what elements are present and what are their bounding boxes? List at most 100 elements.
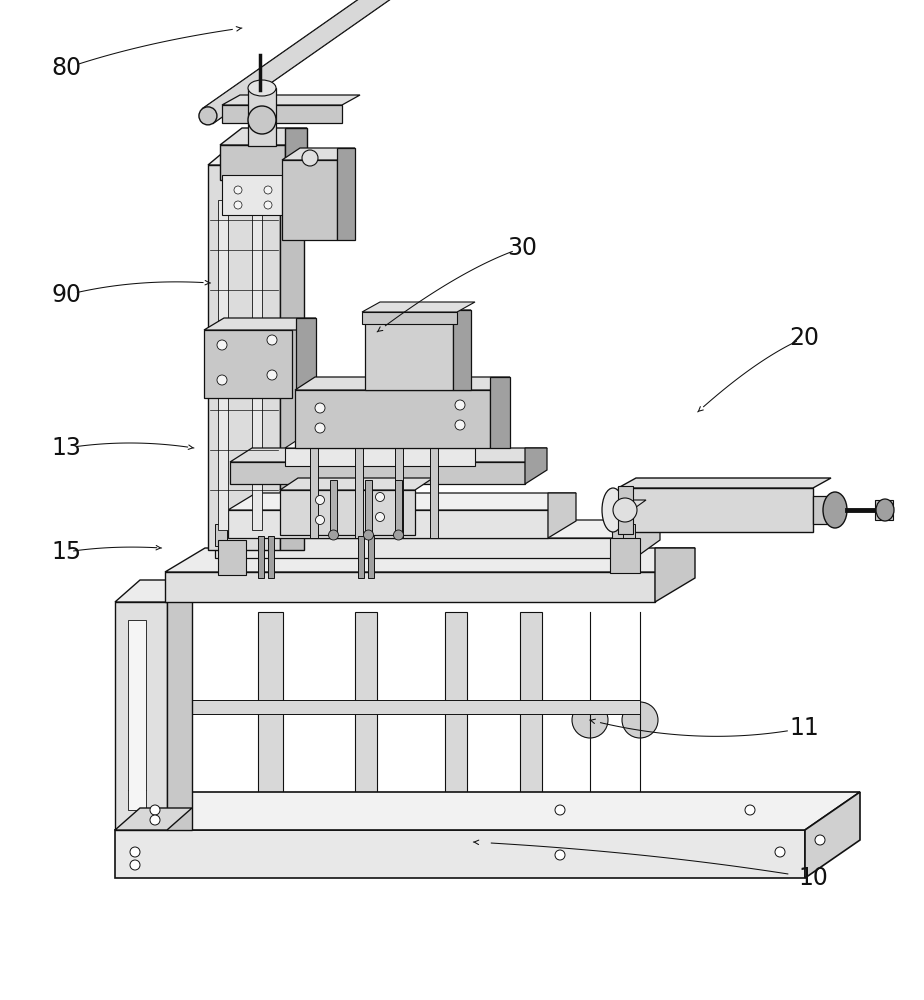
Polygon shape xyxy=(548,493,576,538)
Polygon shape xyxy=(280,478,433,490)
Bar xyxy=(252,200,262,530)
Polygon shape xyxy=(337,148,355,240)
Circle shape xyxy=(375,512,384,522)
Polygon shape xyxy=(208,145,304,165)
Bar xyxy=(248,88,276,146)
Circle shape xyxy=(394,530,404,540)
Circle shape xyxy=(315,516,324,524)
Polygon shape xyxy=(115,808,192,830)
Bar xyxy=(310,448,318,538)
Bar xyxy=(365,322,453,390)
Bar xyxy=(204,330,292,398)
Polygon shape xyxy=(167,580,192,830)
Circle shape xyxy=(150,815,160,825)
Bar xyxy=(520,612,542,830)
Bar xyxy=(228,510,548,538)
Polygon shape xyxy=(295,377,510,390)
Bar xyxy=(430,448,438,538)
Polygon shape xyxy=(618,478,831,488)
Polygon shape xyxy=(296,318,316,398)
Bar xyxy=(813,496,838,524)
Bar xyxy=(115,602,167,830)
Circle shape xyxy=(234,186,242,194)
Circle shape xyxy=(217,375,227,385)
Ellipse shape xyxy=(876,499,894,521)
Polygon shape xyxy=(115,792,860,830)
Circle shape xyxy=(622,702,658,738)
Circle shape xyxy=(775,847,785,857)
Circle shape xyxy=(572,702,608,738)
Circle shape xyxy=(217,340,227,350)
Bar xyxy=(330,480,337,535)
Bar xyxy=(618,486,633,534)
Polygon shape xyxy=(204,318,316,330)
Polygon shape xyxy=(285,128,307,180)
Bar xyxy=(282,160,337,240)
Bar xyxy=(218,200,228,530)
Circle shape xyxy=(455,420,465,430)
Text: 10: 10 xyxy=(798,866,828,890)
Polygon shape xyxy=(282,148,355,160)
Polygon shape xyxy=(635,520,660,558)
Bar xyxy=(355,612,377,830)
Circle shape xyxy=(329,530,338,540)
Circle shape xyxy=(455,400,465,410)
Bar xyxy=(875,500,893,520)
Polygon shape xyxy=(805,792,860,878)
Bar xyxy=(610,538,640,573)
Text: 13: 13 xyxy=(52,436,81,460)
Bar xyxy=(258,536,264,578)
Bar xyxy=(355,448,363,538)
Circle shape xyxy=(375,492,384,502)
Circle shape xyxy=(555,805,565,815)
Circle shape xyxy=(130,860,140,870)
Circle shape xyxy=(815,835,825,845)
Circle shape xyxy=(264,201,272,209)
Bar xyxy=(128,620,146,810)
Text: 90: 90 xyxy=(52,283,81,307)
Polygon shape xyxy=(220,128,307,145)
Circle shape xyxy=(315,403,325,413)
Polygon shape xyxy=(230,448,547,462)
Bar xyxy=(208,165,280,550)
Bar xyxy=(362,312,457,324)
Polygon shape xyxy=(362,302,475,312)
Circle shape xyxy=(248,106,276,134)
Bar xyxy=(365,480,372,535)
Bar xyxy=(218,540,246,575)
Bar xyxy=(395,480,402,535)
Circle shape xyxy=(555,850,565,860)
Text: 30: 30 xyxy=(507,236,537,260)
Bar xyxy=(445,612,467,830)
Polygon shape xyxy=(285,437,492,448)
Bar xyxy=(165,572,655,602)
Text: 80: 80 xyxy=(52,56,81,80)
Polygon shape xyxy=(228,493,576,510)
Circle shape xyxy=(130,847,140,857)
Bar xyxy=(285,448,475,466)
Bar xyxy=(222,105,342,123)
Ellipse shape xyxy=(602,488,624,532)
Circle shape xyxy=(234,201,242,209)
Polygon shape xyxy=(202,0,447,123)
Text: 15: 15 xyxy=(52,540,81,564)
Circle shape xyxy=(315,495,324,504)
Bar xyxy=(358,536,364,578)
Polygon shape xyxy=(453,310,471,390)
Ellipse shape xyxy=(199,107,217,125)
Bar xyxy=(618,488,813,532)
Polygon shape xyxy=(525,448,547,484)
Circle shape xyxy=(267,370,277,380)
Bar xyxy=(395,448,403,538)
Polygon shape xyxy=(280,145,304,550)
Bar xyxy=(230,462,525,484)
Bar xyxy=(268,536,274,578)
Polygon shape xyxy=(490,377,510,448)
Ellipse shape xyxy=(823,492,847,528)
Circle shape xyxy=(150,805,160,815)
Bar xyxy=(215,538,635,558)
Bar xyxy=(280,490,415,535)
Circle shape xyxy=(745,805,755,815)
Circle shape xyxy=(315,423,325,433)
Polygon shape xyxy=(165,548,695,572)
